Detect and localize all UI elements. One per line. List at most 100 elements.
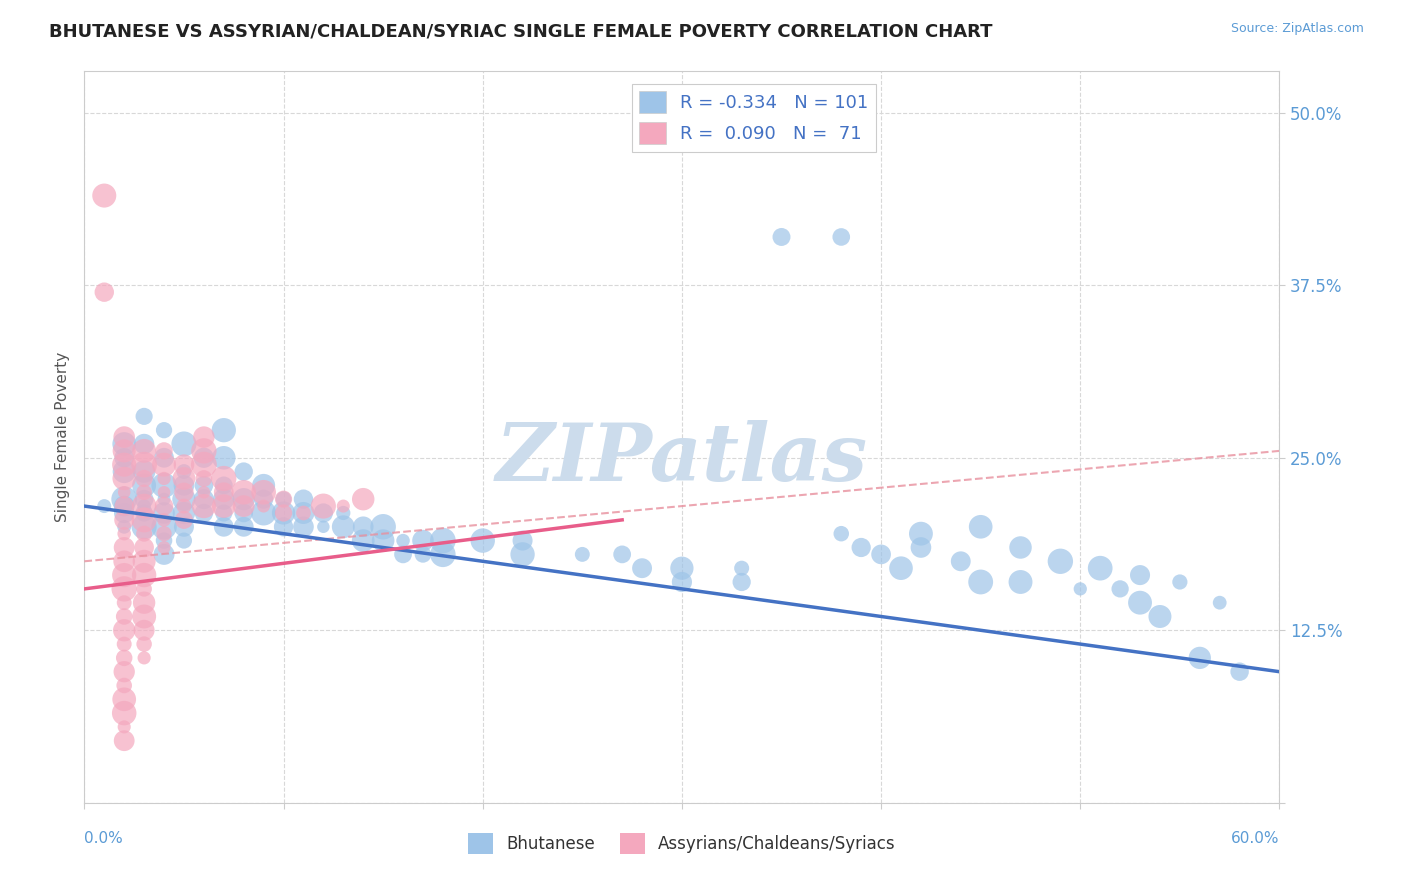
- Point: [352, 492, 374, 507]
- Point: [173, 478, 195, 492]
- Point: [253, 485, 276, 500]
- Point: [153, 520, 176, 534]
- Point: [471, 533, 494, 548]
- Point: [112, 437, 135, 451]
- Point: [512, 548, 534, 562]
- Point: [173, 499, 195, 513]
- Point: [193, 458, 215, 472]
- Point: [1129, 596, 1152, 610]
- Point: [132, 465, 156, 479]
- Point: [112, 733, 135, 747]
- Point: [132, 499, 156, 513]
- Point: [1010, 574, 1032, 589]
- Point: [132, 651, 156, 665]
- Point: [910, 526, 932, 541]
- Point: [1109, 582, 1132, 596]
- Point: [312, 499, 335, 513]
- Point: [212, 423, 235, 437]
- Point: [212, 478, 235, 492]
- Point: [1090, 561, 1112, 575]
- Point: [512, 533, 534, 548]
- Point: [153, 478, 176, 492]
- Point: [949, 554, 972, 568]
- Point: [112, 554, 135, 568]
- Point: [112, 443, 135, 458]
- Point: [373, 520, 395, 534]
- Point: [132, 513, 156, 527]
- Point: [273, 506, 295, 520]
- Point: [112, 568, 135, 582]
- Point: [273, 492, 295, 507]
- Point: [173, 458, 195, 472]
- Point: [232, 485, 254, 500]
- Point: [132, 492, 156, 507]
- Point: [830, 230, 852, 244]
- Point: [132, 409, 156, 424]
- Point: [970, 520, 993, 534]
- Point: [112, 513, 135, 527]
- Point: [212, 492, 235, 507]
- Legend: Bhutanese, Assyrians/Chaldeans/Syriacs: Bhutanese, Assyrians/Chaldeans/Syriacs: [461, 827, 903, 860]
- Point: [352, 520, 374, 534]
- Point: [232, 506, 254, 520]
- Point: [112, 465, 135, 479]
- Text: 0.0%: 0.0%: [84, 831, 124, 846]
- Point: [153, 471, 176, 485]
- Point: [273, 506, 295, 520]
- Point: [132, 554, 156, 568]
- Point: [671, 561, 693, 575]
- Text: Source: ZipAtlas.com: Source: ZipAtlas.com: [1230, 22, 1364, 36]
- Point: [292, 506, 315, 520]
- Point: [332, 499, 354, 513]
- Text: ZIPatlas: ZIPatlas: [496, 420, 868, 498]
- Point: [392, 533, 415, 548]
- Point: [132, 541, 156, 555]
- Point: [112, 720, 135, 734]
- Point: [193, 478, 215, 492]
- Point: [851, 541, 873, 555]
- Point: [412, 533, 434, 548]
- Point: [112, 582, 135, 596]
- Y-axis label: Single Female Poverty: Single Female Poverty: [55, 352, 70, 522]
- Point: [910, 541, 932, 555]
- Point: [1168, 574, 1191, 589]
- Point: [253, 478, 276, 492]
- Point: [173, 485, 195, 500]
- Point: [173, 533, 195, 548]
- Point: [112, 471, 135, 485]
- Point: [132, 485, 156, 500]
- Point: [153, 513, 176, 527]
- Point: [112, 506, 135, 520]
- Point: [112, 609, 135, 624]
- Point: [1188, 651, 1211, 665]
- Point: [173, 492, 195, 507]
- Point: [153, 492, 176, 507]
- Point: [870, 548, 893, 562]
- Point: [132, 637, 156, 651]
- Point: [212, 471, 235, 485]
- Point: [1209, 596, 1232, 610]
- Point: [153, 533, 176, 548]
- Point: [193, 506, 215, 520]
- Point: [193, 499, 215, 513]
- Point: [112, 706, 135, 720]
- Point: [173, 465, 195, 479]
- Point: [93, 499, 115, 513]
- Point: [770, 230, 793, 244]
- Point: [312, 520, 335, 534]
- Point: [273, 492, 295, 507]
- Point: [132, 478, 156, 492]
- Point: [132, 609, 156, 624]
- Point: [212, 506, 235, 520]
- Point: [1049, 554, 1071, 568]
- Point: [671, 574, 693, 589]
- Point: [132, 582, 156, 596]
- Point: [112, 678, 135, 692]
- Point: [332, 506, 354, 520]
- Point: [112, 499, 135, 513]
- Point: [212, 520, 235, 534]
- Point: [153, 443, 176, 458]
- Point: [1129, 568, 1152, 582]
- Point: [212, 499, 235, 513]
- Point: [193, 492, 215, 507]
